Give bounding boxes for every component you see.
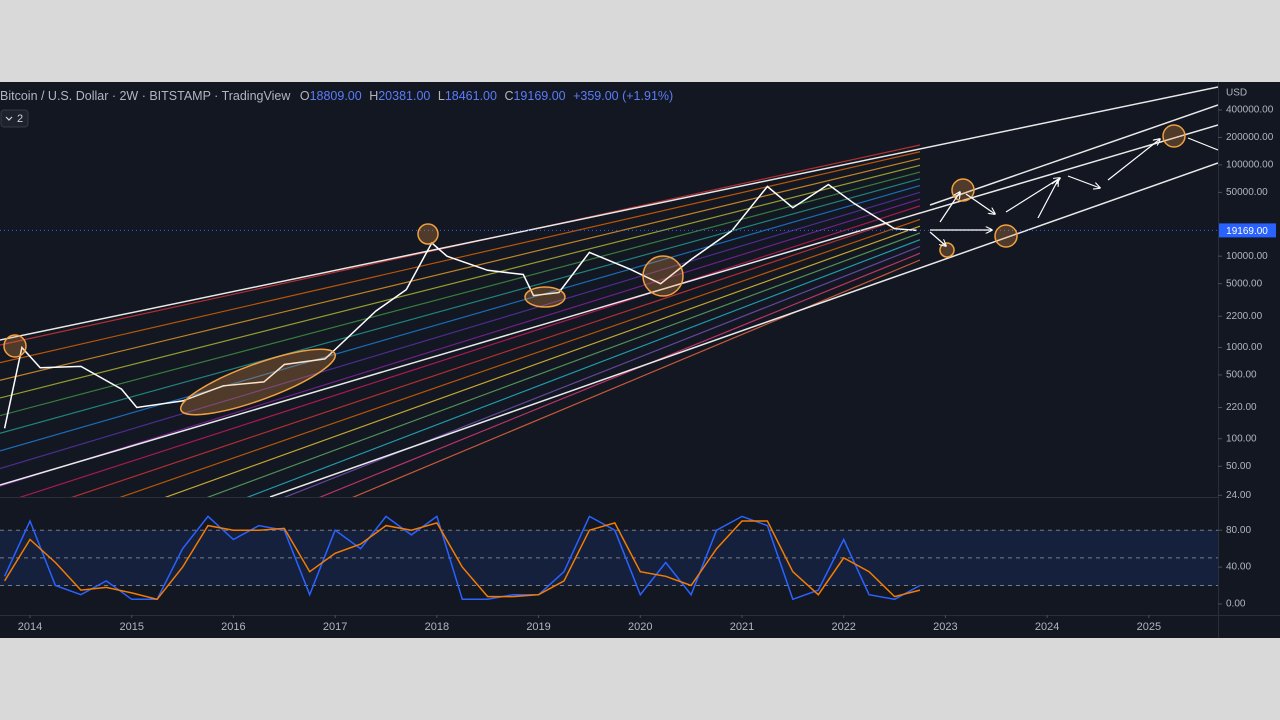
rainbow-line bbox=[352, 259, 921, 497]
y-tick-label: 5000.00 bbox=[1226, 278, 1263, 289]
rainbow-line bbox=[0, 191, 921, 470]
channel-line bbox=[0, 124, 1218, 486]
arrow bbox=[1067, 175, 1100, 188]
x-tick-label: 2019 bbox=[526, 621, 550, 633]
highlight-ellipse bbox=[179, 348, 337, 416]
ohlc-value: 20381.00 bbox=[378, 89, 430, 103]
x-tick-label: 2025 bbox=[1137, 621, 1161, 633]
arrow bbox=[1005, 178, 1060, 213]
rainbow-line bbox=[318, 252, 921, 497]
channel-line bbox=[929, 104, 1218, 206]
y-tick-label: 80.00 bbox=[1226, 525, 1251, 536]
highlight-circle bbox=[1162, 124, 1186, 148]
x-tick-label: 2014 bbox=[18, 621, 42, 633]
y-tick-label: 200000.00 bbox=[1226, 132, 1274, 143]
rainbow-line bbox=[0, 185, 921, 452]
arrow bbox=[1037, 180, 1058, 219]
arrow bbox=[965, 193, 995, 214]
x-tick-label: 2015 bbox=[119, 621, 143, 633]
rainbow-line bbox=[0, 164, 921, 399]
x-tick-label: 2024 bbox=[1035, 621, 1059, 633]
currency-label: USD bbox=[1226, 88, 1247, 99]
arrow bbox=[929, 231, 946, 246]
x-tick-label: 2023 bbox=[933, 621, 957, 633]
y-tick-label: 100.00 bbox=[1226, 433, 1257, 444]
last-price-tag bbox=[1219, 223, 1276, 238]
y-tick-label: 1000.00 bbox=[1226, 342, 1263, 353]
chart-panel bbox=[0, 82, 1280, 638]
axes: 400000.00 200000.00 100000.00 50000.00 10000… bbox=[18, 105, 1276, 633]
indicator-toggle[interactable] bbox=[0, 109, 29, 128]
x-tick-label: 2020 bbox=[628, 621, 652, 633]
rainbow-line bbox=[119, 218, 921, 497]
rainbow-line bbox=[246, 239, 921, 497]
osc-line bbox=[3, 520, 921, 601]
symbol-title: Bitcoin / U.S. Dollar · 2W · BITSTAMP · … bbox=[0, 89, 673, 103]
arrow bbox=[939, 192, 960, 223]
x-tick-label: 2018 bbox=[425, 621, 449, 633]
y-tick-label: 50000.00 bbox=[1226, 187, 1268, 198]
rainbow-line bbox=[283, 245, 921, 497]
highlight-circle bbox=[642, 255, 684, 297]
ohlc-value: 19169.00 bbox=[513, 89, 565, 103]
y-tick-label: 24.00 bbox=[1226, 490, 1251, 501]
highlight-circle bbox=[994, 224, 1018, 248]
projection-arrows bbox=[929, 137, 1219, 246]
highlight-ellipse bbox=[524, 286, 566, 308]
y-tick-label: 40.00 bbox=[1226, 562, 1251, 573]
rainbow-line bbox=[0, 171, 921, 417]
annotations bbox=[3, 124, 1186, 416]
indicator-count: 2 bbox=[17, 113, 23, 125]
rainbow-line bbox=[71, 212, 921, 497]
highlight-circle bbox=[3, 334, 27, 358]
ohlc-change: +359.00 (+1.91%) bbox=[573, 89, 673, 103]
highlight-circle bbox=[939, 242, 955, 258]
chevron-icon bbox=[5, 116, 13, 121]
arrow bbox=[1107, 139, 1160, 181]
channel-lines bbox=[0, 86, 1218, 497]
price-line bbox=[3, 183, 917, 429]
ohlc-label: C bbox=[504, 89, 513, 103]
ohlc-value: 18809.00 bbox=[310, 89, 362, 103]
last-price-label: 19169.00 bbox=[1226, 226, 1268, 237]
symbol: Bitcoin / U.S. Dollar · 2W · BITSTAMP · … bbox=[0, 89, 291, 103]
y-tick-label: 400000.00 bbox=[1226, 105, 1274, 116]
y-tick-label: 50.00 bbox=[1226, 461, 1251, 472]
rainbow-line bbox=[164, 225, 921, 497]
x-tick-label: 2016 bbox=[221, 621, 245, 633]
y-tick-label: 500.00 bbox=[1226, 370, 1257, 381]
rainbow-bands bbox=[0, 144, 921, 497]
y-tick-label: 10000.00 bbox=[1226, 251, 1268, 262]
oscillator-pane bbox=[0, 515, 1218, 601]
channel-line bbox=[269, 162, 1218, 497]
price-pane bbox=[0, 183, 1218, 429]
rainbow-line bbox=[19, 205, 921, 497]
rainbow-line bbox=[0, 157, 921, 381]
channel-line bbox=[0, 86, 1218, 341]
ohlc-label: O bbox=[300, 89, 310, 103]
x-tick-label: 2022 bbox=[831, 621, 855, 633]
ohlc-label: H bbox=[369, 89, 378, 103]
rainbow-line bbox=[206, 232, 921, 497]
ohlc-label: L bbox=[438, 89, 445, 103]
highlight-circle bbox=[417, 223, 439, 245]
x-tick-label: 2021 bbox=[730, 621, 754, 633]
y-tick-label: 220.00 bbox=[1226, 402, 1257, 413]
rainbow-line bbox=[0, 198, 921, 487]
rainbow-line bbox=[0, 178, 921, 434]
x-tick-label: 2017 bbox=[323, 621, 347, 633]
ohlc-value: 18461.00 bbox=[445, 89, 497, 103]
y-tick-label: 0.00 bbox=[1226, 599, 1246, 610]
arrow bbox=[1187, 137, 1219, 151]
y-tick-label: 2200.00 bbox=[1226, 311, 1263, 322]
y-tick-label: 100000.00 bbox=[1226, 160, 1274, 171]
